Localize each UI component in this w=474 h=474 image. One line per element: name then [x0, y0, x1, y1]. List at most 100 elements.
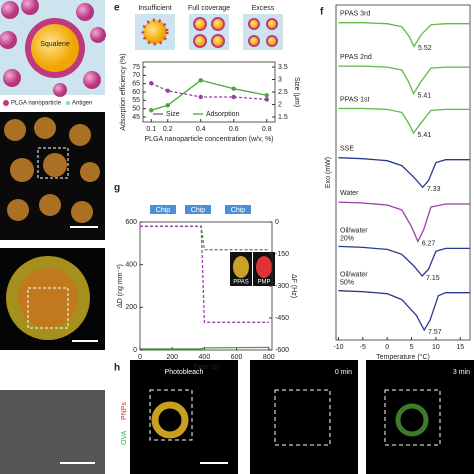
particle-ring	[395, 403, 429, 437]
inset-particle	[233, 256, 249, 278]
y-tick-label: 0	[133, 347, 137, 354]
y-axis-label: ΔD (ng mm⁻²)	[117, 264, 124, 308]
curve-label: SSE	[340, 146, 354, 153]
cartoon-label: Full coverage	[188, 5, 230, 12]
scale-bar	[72, 340, 98, 342]
y-tick-label: 65	[132, 81, 140, 88]
legend-swatch	[3, 100, 9, 106]
x-axis-label: Time (s)	[193, 364, 218, 371]
peak-label: 5.41	[418, 93, 432, 100]
y2-axis-label: ΔF (Hz)	[290, 274, 297, 298]
panel-label: f	[320, 7, 324, 18]
chip-label: Chip	[156, 207, 171, 214]
cartoon-label: Excess	[252, 5, 275, 12]
marker	[198, 94, 203, 100]
peak-label: 5.52	[418, 45, 432, 52]
time-label: 0 min	[335, 369, 352, 376]
micro-particles	[4, 117, 100, 223]
marker	[149, 81, 154, 86]
legend-label: Antigen	[72, 101, 92, 107]
inset-label: PPAS	[233, 280, 249, 286]
scale-bar	[60, 462, 95, 464]
time-label: 3 min	[453, 369, 470, 376]
series-line	[338, 107, 470, 135]
peak-label: 7.57	[428, 329, 442, 336]
time-image	[250, 360, 358, 474]
peak-label: 7.15	[426, 275, 440, 282]
curve-label: Oil/water 50%	[340, 272, 368, 287]
chip	[225, 205, 251, 214]
y-tick-label: 200	[125, 304, 137, 311]
x-tick-label: 0.4	[196, 126, 206, 133]
x-tick-label: 0	[138, 354, 142, 361]
peak-label: 7.33	[427, 186, 441, 193]
curve-label: PPAS 2nd	[340, 54, 372, 61]
series-line	[338, 157, 470, 189]
peak-label: 6.27	[422, 240, 436, 247]
chip-label: Chip	[191, 207, 206, 214]
y2-tick-label: 0	[275, 219, 279, 226]
y2-tick-label: -600	[275, 347, 289, 354]
x-tick-label: -5	[360, 344, 366, 351]
y-tick-label: 600	[125, 219, 137, 226]
particles	[0, 0, 106, 97]
marker	[231, 94, 236, 100]
droplet	[141, 18, 169, 46]
y2-tick-label: 1.5	[278, 114, 288, 121]
marker	[264, 97, 269, 102]
scale-bar	[70, 226, 98, 228]
particle-ring	[151, 401, 189, 439]
x-tick-label: 15	[456, 344, 464, 351]
chip	[150, 205, 176, 214]
legend-swatch	[66, 101, 70, 105]
bleach-box	[274, 389, 331, 446]
x-tick-label: 0.8	[262, 126, 272, 133]
x-tick-label: -10	[333, 344, 343, 351]
series-line	[338, 65, 470, 96]
scale-bar	[200, 462, 228, 464]
y-axis-label: Adsorption efficiency (%)	[120, 53, 127, 130]
panel-label: e	[114, 3, 120, 14]
panel-label: g	[114, 183, 120, 194]
y2-tick-label: -150	[275, 251, 289, 258]
bleach-box	[384, 389, 441, 446]
droplets	[193, 17, 278, 48]
x-axis-label: Temperature (°C)	[376, 353, 430, 361]
plot-frame	[335, 4, 471, 341]
series-line	[338, 201, 470, 244]
y-tick-label: 50	[132, 106, 140, 113]
marker	[165, 88, 170, 93]
annotation: Photobleach	[165, 369, 204, 376]
zoom-particle-core	[18, 268, 78, 328]
x-tick-label: 0.2	[163, 126, 173, 133]
curve-label: Water	[340, 190, 359, 197]
series-line	[338, 245, 470, 277]
x-tick-label: 0.1	[146, 126, 156, 133]
bleach-box	[149, 389, 193, 441]
curve-label: PPAS 3rd	[340, 11, 370, 18]
y2-tick-label: 2.5	[278, 89, 288, 96]
cartoon	[243, 14, 283, 50]
y-tick-label: 55	[132, 97, 140, 104]
chip	[185, 205, 211, 214]
y2-tick-label: -300	[275, 283, 289, 290]
series-line	[140, 346, 269, 350]
x-tick-label: 10	[432, 344, 440, 351]
sem-image	[0, 390, 105, 474]
y2-axis-label: Size (μm)	[293, 77, 300, 107]
series-line	[140, 225, 269, 323]
curve-label: PPAS 1st	[340, 96, 369, 103]
zoom-box	[27, 287, 69, 329]
x-tick-label: 0	[385, 344, 389, 351]
channel-label: PNPs	[121, 402, 128, 420]
y-tick-label: 45	[132, 114, 140, 121]
x-tick-label: 5	[410, 344, 414, 351]
marker	[231, 86, 236, 91]
x-tick-label: 600	[231, 354, 243, 361]
x-tick-label: 400	[199, 354, 211, 361]
inset-label: PMP	[257, 280, 270, 286]
y2-tick-label: 2	[278, 101, 282, 108]
y-tick-label: 75	[132, 64, 140, 71]
y-tick-label: 400	[125, 262, 137, 269]
x-tick-label: 0.6	[229, 126, 239, 133]
